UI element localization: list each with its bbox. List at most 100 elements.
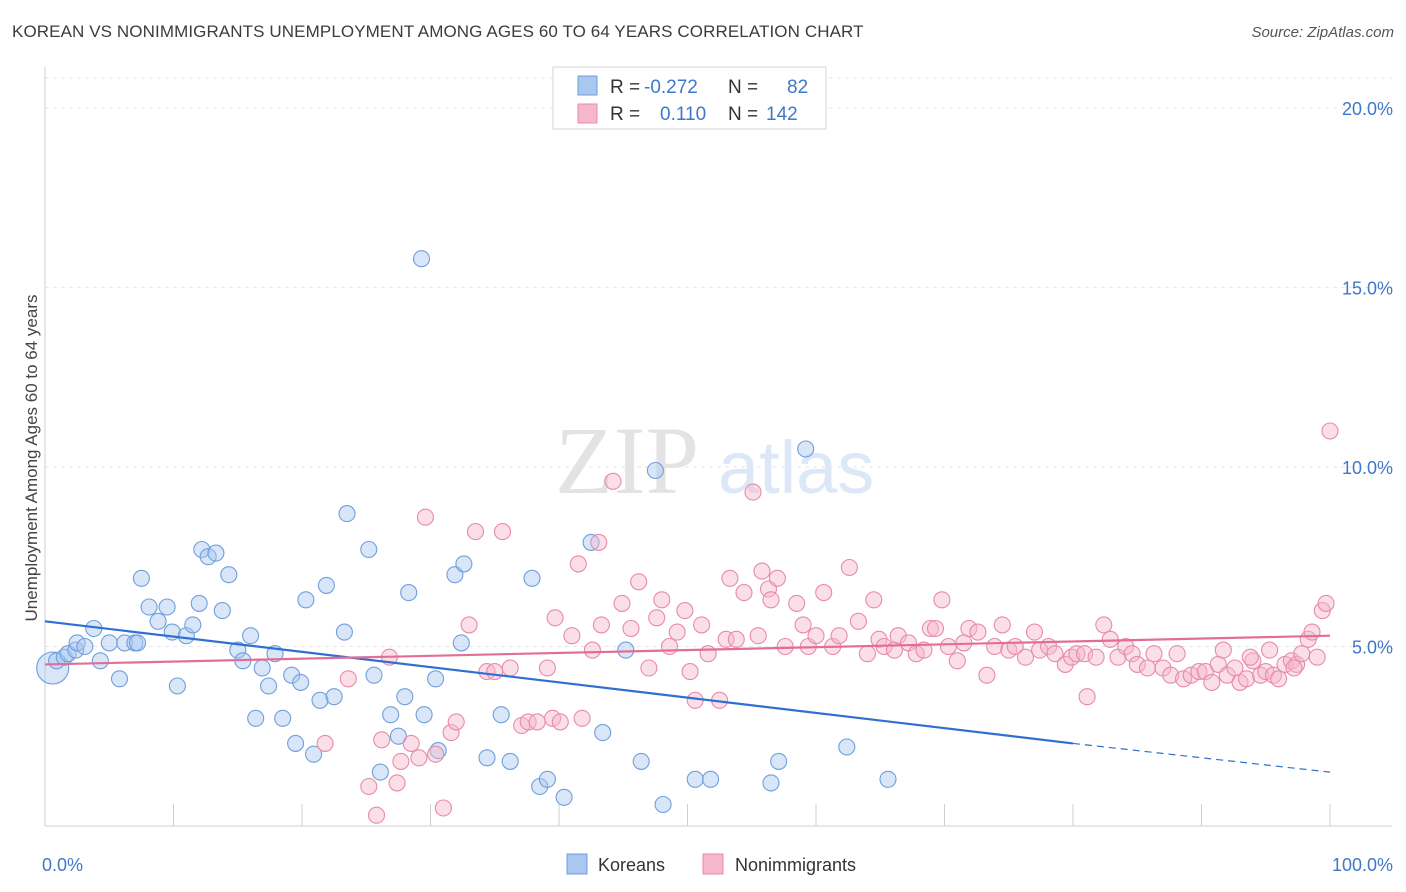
data-point	[335, 623, 353, 641]
data-point	[797, 440, 815, 458]
data-point	[573, 709, 591, 727]
data-point	[840, 558, 858, 577]
data-point	[865, 591, 883, 609]
watermark-zip: ZIP	[555, 407, 699, 514]
data-point	[830, 627, 848, 645]
data-point	[193, 540, 211, 559]
data-point	[416, 508, 434, 526]
legend-r-value: 0.110	[660, 104, 706, 125]
data-point	[1293, 645, 1311, 663]
data-point	[478, 749, 496, 767]
data-point	[1285, 659, 1303, 677]
data-point	[879, 770, 897, 788]
data-point	[317, 576, 335, 594]
data-point	[926, 619, 945, 638]
data-point	[1078, 688, 1096, 706]
trend-line-extension	[1072, 742, 1331, 773]
data-point	[523, 569, 541, 587]
data-point	[274, 709, 292, 727]
y-tick-label: 5.0%	[1352, 637, 1393, 657]
data-point	[100, 634, 118, 652]
data-point	[466, 523, 485, 541]
data-point	[410, 749, 428, 767]
watermark-atlas: atlas	[718, 426, 874, 509]
data-point	[292, 673, 310, 691]
data-point	[128, 634, 147, 652]
data-point	[753, 562, 771, 580]
data-point	[412, 250, 431, 268]
data-point	[1203, 673, 1221, 691]
data-point	[1317, 594, 1335, 612]
data-point	[427, 670, 445, 688]
legend-r-label: R =	[610, 77, 640, 98]
data-point	[1138, 659, 1157, 677]
series-nonimmigrants-points	[316, 422, 1339, 824]
data-point	[455, 555, 473, 573]
data-point	[681, 663, 699, 681]
series-legend: Koreans Nonimmigrants	[566, 853, 856, 875]
data-point	[339, 670, 357, 688]
data-point	[168, 677, 186, 695]
data-point	[604, 472, 622, 490]
data-point	[447, 713, 465, 731]
data-point	[110, 670, 129, 688]
data-point	[1190, 663, 1208, 681]
data-point	[1025, 623, 1044, 641]
data-point	[149, 612, 167, 630]
data-point	[415, 706, 433, 724]
data-point	[622, 619, 640, 638]
data-point	[360, 777, 378, 796]
data-point	[283, 666, 301, 684]
data-point	[660, 637, 679, 656]
data-point	[1046, 645, 1064, 663]
data-point	[389, 727, 407, 745]
bottom-legend-swatch-nonimmigrants	[702, 853, 724, 875]
data-point	[693, 616, 711, 634]
data-point	[1056, 655, 1074, 673]
data-point	[538, 659, 556, 677]
data-point	[1303, 623, 1321, 641]
data-point	[735, 584, 753, 602]
data-point	[287, 734, 305, 752]
data-point	[382, 706, 400, 724]
data-point	[338, 505, 356, 523]
data-point	[939, 637, 957, 656]
data-point	[402, 734, 420, 752]
data-point	[727, 630, 745, 648]
data-point	[749, 627, 767, 645]
data-point	[519, 713, 537, 731]
data-point	[676, 602, 694, 620]
data-point	[1095, 616, 1113, 634]
legend-n-label: N =	[728, 104, 758, 125]
data-point	[213, 602, 231, 620]
data-point	[1123, 645, 1141, 663]
data-point	[1196, 663, 1214, 681]
data-point	[260, 677, 278, 695]
data-point	[762, 591, 780, 609]
data-point	[316, 734, 334, 752]
data-point	[563, 627, 581, 645]
data-point	[768, 569, 786, 587]
data-point	[1321, 422, 1339, 440]
data-point	[1308, 648, 1326, 666]
data-point	[229, 641, 247, 659]
data-point	[365, 666, 383, 684]
data-point	[986, 637, 1004, 656]
data-point	[305, 745, 323, 763]
data-point	[776, 637, 794, 656]
data-point	[360, 540, 378, 559]
data-point	[613, 594, 631, 612]
data-point	[140, 598, 158, 616]
data-point	[427, 745, 445, 763]
data-point	[1016, 648, 1035, 666]
chart-title: KOREAN VS NONIMMIGRANTS UNEMPLOYMENT AMO…	[12, 22, 864, 41]
data-point	[132, 569, 150, 587]
data-point	[247, 709, 265, 727]
data-point	[948, 652, 966, 670]
data-point	[1101, 630, 1119, 648]
y-tick-labels: 5.0% 10.0% 15.0% 20.0%	[1342, 99, 1393, 658]
data-point	[654, 795, 672, 814]
data-point	[632, 752, 650, 770]
data-point	[184, 616, 202, 634]
